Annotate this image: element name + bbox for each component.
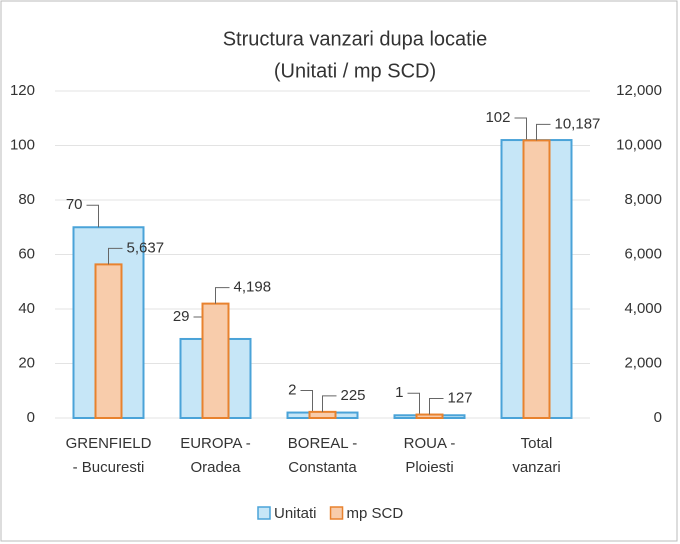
leader-line	[536, 123, 551, 141]
y2-tick-label: 8,000	[624, 191, 662, 208]
y2-tick-label: 0	[654, 409, 662, 426]
leader-line	[407, 392, 420, 416]
y2-tick-label: 2,000	[624, 354, 662, 371]
leader-line	[429, 398, 444, 415]
x-tick-label: EUROPA -	[180, 435, 251, 452]
x-tick-label: vanzari	[512, 459, 560, 476]
data-label: 225	[341, 387, 366, 404]
bar	[94, 263, 123, 419]
y2-tick-label: 10,000	[616, 136, 662, 153]
leader-line	[514, 117, 527, 141]
data-label: 70	[66, 196, 83, 213]
x-tick-label: - Bucuresti	[73, 459, 145, 476]
x-tick-label: Oradea	[190, 459, 241, 476]
y-tick-label: 60	[18, 245, 35, 262]
leader-line	[108, 247, 123, 265]
x-tick-label: BOREAL -	[288, 435, 357, 452]
y2-tick-label: 4,000	[624, 300, 662, 317]
y-tick-label: 20	[18, 354, 35, 371]
legend-label: mp SCD	[347, 505, 404, 522]
bar	[522, 139, 551, 420]
y-tick-label: 80	[18, 191, 35, 208]
data-label: 102	[485, 109, 510, 126]
leader-line	[300, 390, 313, 413]
bar	[415, 413, 444, 419]
y-tick-label: 120	[10, 82, 35, 99]
legend-swatch	[329, 506, 344, 520]
data-label: 127	[448, 390, 473, 407]
data-label: 2	[288, 382, 296, 399]
data-label: 10,187	[555, 115, 601, 132]
leader-line	[215, 287, 230, 304]
y-tick-label: 0	[27, 409, 35, 426]
bar	[308, 410, 337, 419]
bar	[201, 302, 230, 419]
leader-line	[322, 395, 337, 412]
y2-tick-label: 12,000	[616, 82, 662, 99]
y-tick-label: 100	[10, 136, 35, 153]
chart-title: Structura vanzari dupa locatie	[223, 28, 488, 50]
x-tick-label: Constanta	[288, 459, 357, 476]
x-tick-label: ROUA -	[404, 435, 456, 452]
x-tick-label: Ploiesti	[405, 459, 453, 476]
data-label: 29	[173, 308, 190, 325]
x-tick-label: GRENFIELD	[66, 435, 152, 452]
leader-line	[86, 204, 99, 228]
data-label: 4,198	[234, 279, 272, 296]
chart-title: (Unitati / mp SCD)	[274, 60, 436, 82]
y2-tick-label: 6,000	[624, 245, 662, 262]
data-label: 1	[395, 384, 403, 401]
x-tick-label: Total	[521, 435, 553, 452]
data-label: 5,637	[127, 239, 165, 256]
y-tick-label: 40	[18, 300, 35, 317]
legend-label: Unitati	[274, 505, 317, 522]
legend-swatch	[257, 506, 271, 520]
